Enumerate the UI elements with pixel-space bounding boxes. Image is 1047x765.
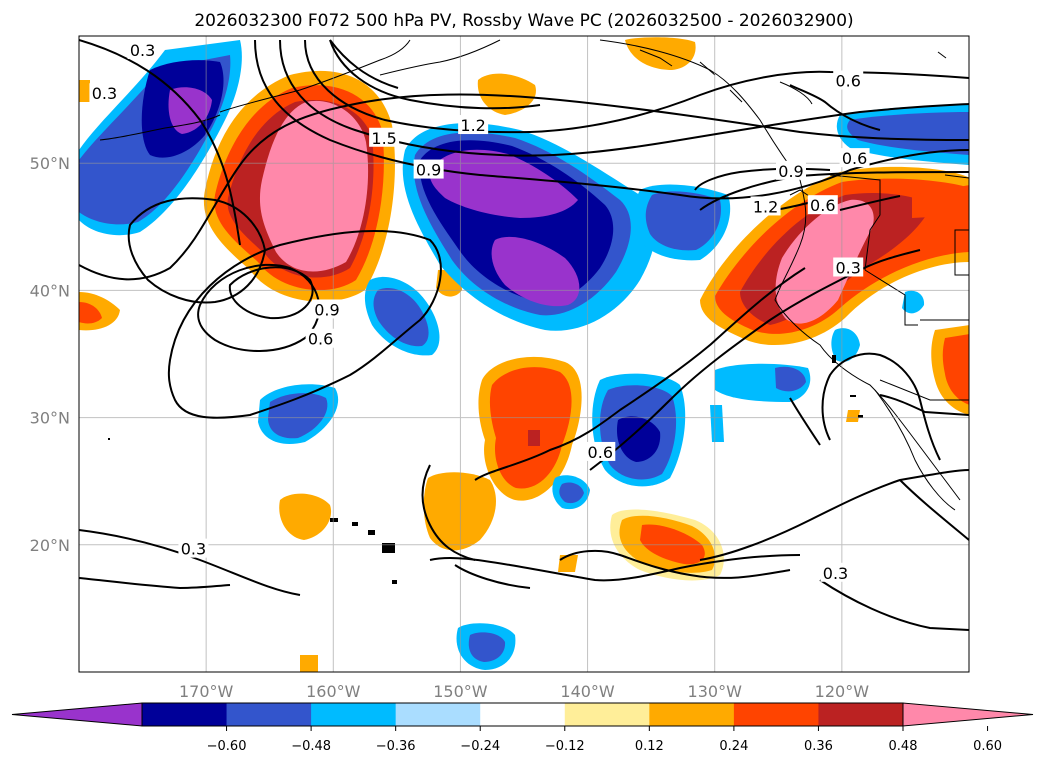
contour-label-bg xyxy=(305,328,336,348)
longitude-tick-label: 140°W xyxy=(560,682,615,701)
latitude-tick-label: 20°N xyxy=(30,536,70,555)
contour-label: 0.9 xyxy=(778,162,803,181)
map-title: 2026032300 F072 500 hPa PV, Rossby Wave … xyxy=(194,11,853,31)
contour-label: 0.3 xyxy=(92,84,117,103)
contour-label-bg xyxy=(585,441,616,461)
colorbar-frame xyxy=(141,702,904,727)
contour-label-bg xyxy=(89,83,120,103)
contour-label: 0.6 xyxy=(835,72,860,91)
map-gridlines xyxy=(79,36,969,672)
contour-label: 0.6 xyxy=(308,330,333,349)
contour-label-bg xyxy=(413,159,444,179)
latitude-tick-label: 30°N xyxy=(30,409,70,428)
contour-label-bg xyxy=(369,127,400,147)
contour-label: 0.6 xyxy=(588,443,613,462)
contour-label-bg xyxy=(833,70,864,90)
contour-label: 1.2 xyxy=(460,116,485,135)
colorbar-segment xyxy=(226,703,312,726)
contour-label: 1.2 xyxy=(753,197,778,216)
contour-label-bg xyxy=(839,148,870,168)
colorbar-tick-label: −0.24 xyxy=(460,739,500,754)
contour-label: 0.3 xyxy=(181,540,206,559)
colorbar-segment xyxy=(564,703,650,726)
contour-labels: 0.30.31.51.20.90.90.60.60.30.30.60.60.91… xyxy=(89,39,870,583)
contour-label-bg xyxy=(178,538,209,558)
contour-label-bg xyxy=(311,299,342,319)
contour-label-bg xyxy=(750,196,781,216)
colorbar-tick-label: 0.36 xyxy=(804,739,833,754)
colorbar-segment xyxy=(311,703,397,726)
colorbar-tick-label: 0.24 xyxy=(719,739,748,754)
contour-label: 1.5 xyxy=(371,129,396,148)
colorbar-tick-label: −0.12 xyxy=(545,739,585,754)
contour-label-bg xyxy=(833,257,864,277)
contour-label-bg xyxy=(127,39,158,59)
contour-label-bg xyxy=(776,160,806,180)
contour-label-bg xyxy=(820,562,851,582)
longitude-tick-labels: 170°W 160°W 150°W 140°W 130°W 120°W xyxy=(179,682,869,701)
colorbar-segment xyxy=(818,703,904,726)
positive-anomaly-shading xyxy=(79,37,969,672)
negative-anomaly-shading xyxy=(79,40,969,670)
colorbar-segment xyxy=(395,703,481,726)
longitude-tick-label: 170°W xyxy=(179,682,234,701)
longitude-tick-label: 150°W xyxy=(433,682,488,701)
colorbar-segment xyxy=(480,703,566,726)
colorbar-tick-label: 0.48 xyxy=(889,739,918,754)
contour-label: 0.9 xyxy=(314,300,339,319)
colorbar-tick-label: −0.48 xyxy=(291,739,331,754)
contour-label: 0.3 xyxy=(835,259,860,278)
colorbar-tick-label: −0.36 xyxy=(376,739,416,754)
map-panel: 0.30.31.51.20.90.90.60.60.30.30.60.60.91… xyxy=(78,35,970,673)
latitude-tick-label: 40°N xyxy=(30,281,70,300)
contour-label: 0.3 xyxy=(823,564,848,583)
coastlines xyxy=(99,39,969,511)
colorbar-extend-low xyxy=(11,702,143,727)
latitude-tick-labels: 20°N 30°N 40°N 50°N xyxy=(30,154,70,555)
colorbar-extend-high xyxy=(902,702,1034,727)
colorbar-segment xyxy=(733,703,819,726)
colorbar: −0.60 −0.48 −0.36 −0.24 −0.12 0.12 0.24 0.36 0.4… xyxy=(11,702,1034,754)
contour-label: 0.3 xyxy=(130,41,155,60)
islands xyxy=(108,355,863,584)
latitude-tick-label: 50°N xyxy=(30,154,70,173)
contour-label-bg xyxy=(458,115,489,135)
contour-label: 0.6 xyxy=(842,149,867,168)
colorbar-tick-label: 0.12 xyxy=(635,739,664,754)
longitude-tick-label: 130°W xyxy=(688,682,743,701)
map-frame xyxy=(78,35,970,673)
contour-label: 0.6 xyxy=(810,196,835,215)
colorbar-segment xyxy=(142,703,228,726)
contour-label-bg xyxy=(807,195,838,215)
colorbar-tick-label: 0.60 xyxy=(973,739,1002,754)
longitude-tick-label: 120°W xyxy=(815,682,870,701)
colorbar-tick-label: −0.60 xyxy=(207,739,247,754)
contour-label: 0.9 xyxy=(416,161,441,180)
colorbar-segment xyxy=(649,703,735,726)
longitude-tick-label: 160°W xyxy=(306,682,361,701)
